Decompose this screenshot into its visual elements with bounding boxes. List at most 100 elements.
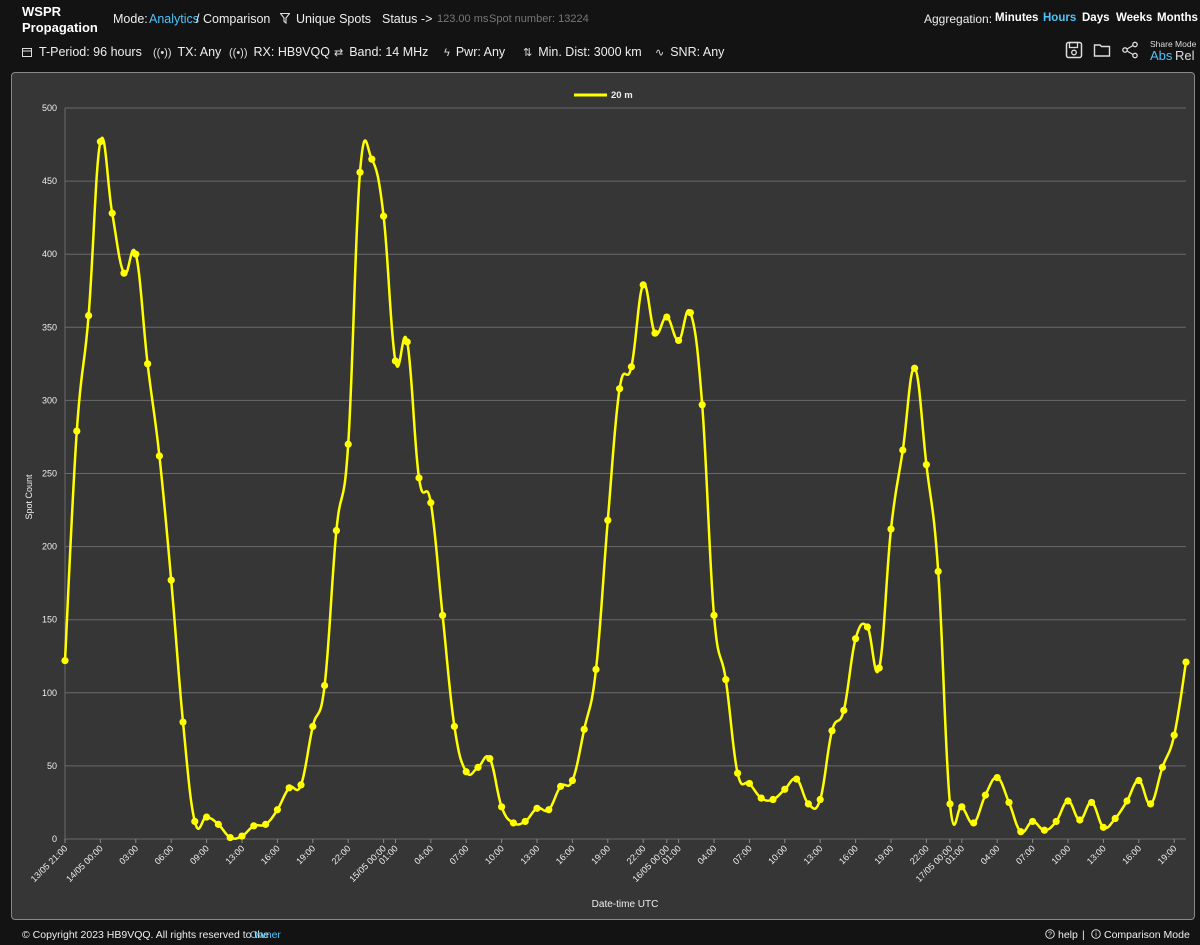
data-point[interactable] xyxy=(627,363,636,371)
data-point[interactable] xyxy=(1029,817,1037,826)
data-point[interactable] xyxy=(521,817,529,826)
data-point[interactable] xyxy=(214,820,222,828)
data-point[interactable] xyxy=(911,364,919,372)
data-point[interactable] xyxy=(651,329,659,337)
data-point[interactable] xyxy=(757,794,765,802)
data-point[interactable] xyxy=(533,804,541,812)
data-point[interactable] xyxy=(781,785,789,793)
data-point[interactable] xyxy=(262,820,270,828)
data-point[interactable] xyxy=(155,452,163,460)
data-point[interactable] xyxy=(734,769,742,777)
data-point[interactable] xyxy=(568,776,577,785)
data-point[interactable] xyxy=(958,803,966,811)
data-point[interactable] xyxy=(250,822,258,830)
comparison-mode-link[interactable]: i Comparison Mode xyxy=(1091,929,1190,941)
data-point[interactable] xyxy=(993,773,1001,782)
data-point[interactable] xyxy=(344,440,352,448)
data-point[interactable] xyxy=(144,360,152,368)
data-point[interactable] xyxy=(96,138,104,146)
mode-analytics-link[interactable]: Analytics xyxy=(149,12,200,26)
filter-pwr[interactable]: ϟ Pwr: Any xyxy=(444,45,505,59)
data-point[interactable] xyxy=(852,635,860,643)
data-point[interactable] xyxy=(1064,797,1072,805)
data-point[interactable] xyxy=(970,819,978,827)
data-point[interactable] xyxy=(226,833,234,842)
data-point[interactable] xyxy=(285,784,293,792)
data-point[interactable] xyxy=(332,526,340,535)
data-point[interactable] xyxy=(722,676,730,684)
data-point[interactable] xyxy=(1040,826,1048,834)
data-point[interactable] xyxy=(309,722,317,731)
data-point[interactable] xyxy=(85,312,93,320)
data-point[interactable] xyxy=(403,338,411,346)
data-point[interactable] xyxy=(592,665,600,674)
data-point[interactable] xyxy=(474,763,482,771)
data-point[interactable] xyxy=(675,336,683,345)
agg-days[interactable]: Days xyxy=(1082,12,1110,24)
data-point[interactable] xyxy=(1088,798,1096,807)
abs-toggle[interactable]: Abs xyxy=(1150,48,1173,63)
save-icon[interactable] xyxy=(1065,41,1083,59)
data-point[interactable] xyxy=(1017,828,1025,836)
data-point[interactable] xyxy=(946,800,954,808)
data-point[interactable] xyxy=(1076,816,1084,824)
data-point[interactable] xyxy=(498,803,506,811)
filter-rx[interactable]: ((•)) RX: HB9VQQ xyxy=(229,45,330,59)
data-point[interactable] xyxy=(686,309,695,317)
filter-tx[interactable]: ((•)) TX: Any xyxy=(153,45,221,59)
data-point[interactable] xyxy=(899,446,907,454)
filter-band[interactable]: ⇄ Band: 14 MHz xyxy=(334,45,428,59)
data-point[interactable] xyxy=(557,782,565,790)
data-point[interactable] xyxy=(61,657,69,665)
agg-hours[interactable]: Hours xyxy=(1043,12,1077,24)
data-point[interactable] xyxy=(1052,817,1060,826)
data-point[interactable] xyxy=(1182,658,1190,666)
data-point[interactable] xyxy=(509,819,517,827)
data-point[interactable] xyxy=(179,718,187,726)
data-point[interactable] xyxy=(450,722,458,731)
data-point[interactable] xyxy=(1123,797,1131,805)
data-point[interactable] xyxy=(1135,776,1143,785)
data-point[interactable] xyxy=(710,611,718,619)
data-point[interactable] xyxy=(191,817,199,826)
agg-months[interactable]: Months xyxy=(1157,12,1198,24)
mode-comparison-link[interactable]: Comparison xyxy=(203,12,271,26)
data-point[interactable] xyxy=(415,474,423,482)
data-point[interactable] xyxy=(73,427,81,435)
data-point[interactable] xyxy=(356,168,364,176)
help-link[interactable]: ? help xyxy=(1045,929,1078,941)
rel-toggle[interactable]: Rel xyxy=(1175,48,1195,63)
data-point[interactable] xyxy=(793,775,801,783)
data-point[interactable] xyxy=(273,806,281,814)
data-point[interactable] xyxy=(804,800,813,808)
data-point[interactable] xyxy=(922,461,931,469)
data-point[interactable] xyxy=(981,791,990,799)
unique-spots-toggle[interactable]: Unique Spots xyxy=(279,12,371,26)
data-point[interactable] xyxy=(545,806,553,814)
data-point[interactable] xyxy=(875,664,883,672)
data-point[interactable] xyxy=(840,706,848,714)
data-point[interactable] xyxy=(321,681,329,690)
data-point[interactable] xyxy=(297,781,305,789)
data-point[interactable] xyxy=(380,212,388,220)
data-point[interactable] xyxy=(167,576,175,584)
data-point[interactable] xyxy=(132,250,140,258)
data-point[interactable] xyxy=(663,313,671,321)
data-point[interactable] xyxy=(108,209,116,217)
data-point[interactable] xyxy=(391,357,399,365)
data-point[interactable] xyxy=(1147,800,1155,808)
data-point[interactable] xyxy=(934,567,942,576)
filter-period[interactable]: T-Period: 96 hours xyxy=(22,45,142,59)
share-icon[interactable] xyxy=(1121,41,1139,59)
data-point[interactable] xyxy=(486,754,494,763)
data-point[interactable] xyxy=(698,401,706,409)
data-point[interactable] xyxy=(769,795,777,804)
data-point[interactable] xyxy=(1170,731,1178,739)
owner-link[interactable]: Owner xyxy=(250,929,281,941)
data-point[interactable] xyxy=(439,611,447,619)
agg-minutes[interactable]: Minutes xyxy=(995,12,1039,24)
data-point[interactable] xyxy=(462,768,470,776)
legend[interactable]: 20 m xyxy=(574,90,633,101)
data-point[interactable] xyxy=(1111,814,1119,823)
filter-min-dist[interactable]: ⇅ Min. Dist: 3000 km xyxy=(523,45,642,59)
